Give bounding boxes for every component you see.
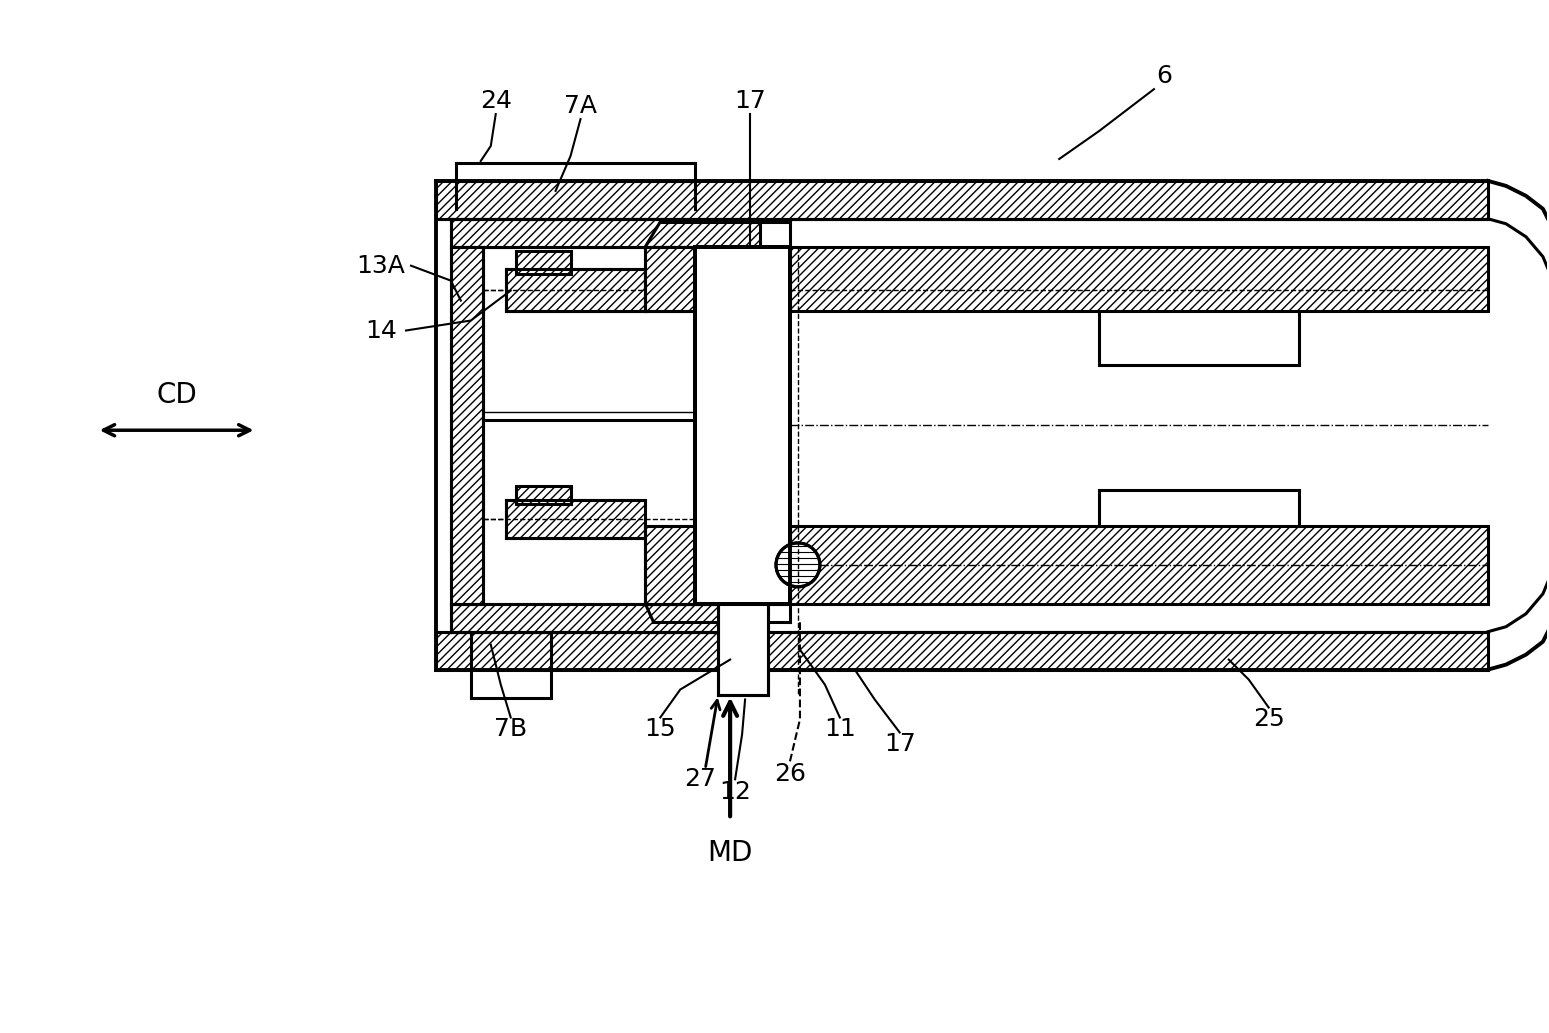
Bar bbox=[451, 247, 483, 603]
Text: 12: 12 bbox=[719, 780, 751, 805]
Bar bbox=[451, 603, 761, 632]
Text: 14: 14 bbox=[366, 318, 397, 343]
Bar bbox=[505, 500, 646, 538]
Bar bbox=[790, 526, 1489, 603]
Bar bbox=[719, 603, 768, 694]
Text: CD: CD bbox=[156, 381, 197, 409]
Bar bbox=[451, 219, 761, 247]
Circle shape bbox=[776, 543, 819, 587]
Bar bbox=[646, 526, 790, 603]
Text: 13A: 13A bbox=[356, 254, 406, 278]
Text: 17: 17 bbox=[884, 732, 915, 756]
Bar bbox=[790, 247, 1489, 311]
Text: 26: 26 bbox=[774, 762, 805, 786]
Bar bbox=[646, 247, 790, 311]
Bar bbox=[516, 487, 570, 504]
Text: 24: 24 bbox=[480, 89, 511, 114]
Text: 25: 25 bbox=[1253, 708, 1284, 731]
Text: 7B: 7B bbox=[494, 718, 527, 742]
Bar bbox=[435, 181, 1489, 219]
Text: 11: 11 bbox=[824, 718, 855, 742]
Text: MD: MD bbox=[708, 839, 753, 867]
Bar bbox=[435, 632, 1489, 669]
Bar bbox=[505, 269, 646, 311]
Text: 27: 27 bbox=[685, 768, 716, 791]
Bar bbox=[696, 247, 790, 603]
Text: 6: 6 bbox=[1156, 64, 1173, 88]
Text: 15: 15 bbox=[644, 718, 675, 742]
Text: 17: 17 bbox=[734, 89, 765, 114]
Bar bbox=[516, 251, 570, 274]
Text: 7A: 7A bbox=[564, 94, 596, 118]
